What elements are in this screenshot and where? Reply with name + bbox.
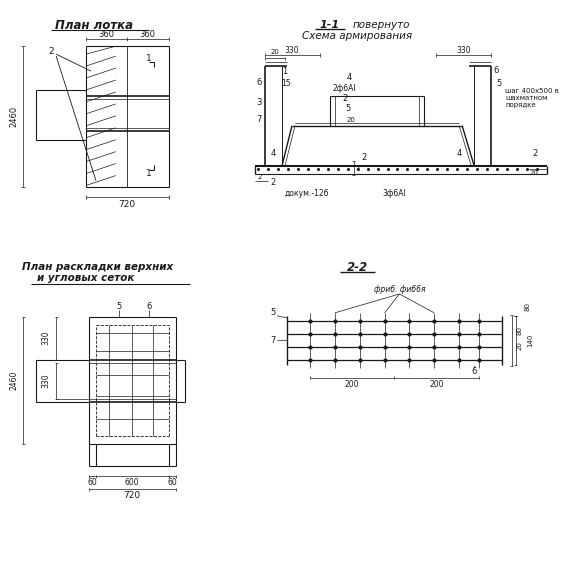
Text: 60: 60 (167, 478, 177, 486)
Text: 2: 2 (355, 164, 360, 171)
Text: План лотка: План лотка (55, 19, 133, 32)
Text: 80: 80 (517, 326, 523, 335)
Text: 4: 4 (347, 72, 352, 82)
Text: 80: 80 (525, 302, 531, 312)
Text: План раскладки верхних: План раскладки верхних (22, 262, 174, 272)
Text: 360: 360 (140, 30, 156, 39)
Text: 200: 200 (430, 380, 444, 389)
Text: 60: 60 (87, 478, 97, 486)
Text: 4: 4 (457, 149, 462, 158)
Text: 1-1: 1-1 (320, 20, 340, 30)
Text: 5: 5 (345, 105, 350, 113)
Text: 6: 6 (472, 367, 477, 376)
Text: 2: 2 (342, 94, 347, 103)
Text: фриб. фиб6я: фриб. фиб6я (374, 286, 426, 294)
Text: 15: 15 (281, 79, 291, 89)
Text: 5: 5 (116, 302, 121, 312)
Text: 600: 600 (125, 478, 140, 486)
Text: 5: 5 (270, 308, 275, 317)
Text: 4: 4 (270, 149, 275, 158)
Text: 330: 330 (457, 45, 471, 55)
Text: 2: 2 (532, 149, 538, 158)
Text: 2: 2 (48, 47, 54, 56)
Text: 2: 2 (258, 174, 262, 179)
Text: 360: 360 (98, 30, 114, 39)
Text: 5: 5 (496, 79, 501, 89)
Text: 2-2: 2-2 (347, 260, 368, 274)
Text: 330: 330 (41, 373, 51, 388)
Text: 6: 6 (256, 79, 262, 87)
Text: 140: 140 (527, 334, 533, 347)
Text: 20: 20 (271, 49, 279, 55)
Text: 1: 1 (282, 67, 288, 75)
Text: 20: 20 (517, 341, 523, 350)
Text: 2: 2 (361, 153, 366, 162)
Text: 720: 720 (118, 200, 136, 209)
Text: 3: 3 (256, 98, 262, 108)
Text: и угловых сеток: и угловых сеток (37, 273, 135, 283)
Text: 330: 330 (41, 331, 51, 345)
Text: 720: 720 (124, 492, 141, 500)
Text: 2460: 2460 (10, 106, 19, 128)
Text: 2ф6АI: 2ф6АI (333, 85, 356, 94)
Text: Схема армирования: Схема армирования (302, 31, 412, 41)
Text: 1: 1 (146, 53, 152, 63)
Text: докум.-12б: докум.-12б (285, 189, 329, 198)
Text: 1: 1 (146, 169, 152, 178)
Text: шаг 400х500 в
шахматном
порядке: шаг 400х500 в шахматном порядке (505, 88, 559, 108)
Text: повернуто: повернуто (353, 20, 411, 30)
Text: 3ф6АI: 3ф6АI (382, 189, 407, 198)
Text: 7: 7 (270, 336, 276, 345)
Text: 20: 20 (346, 117, 355, 123)
Text: 6: 6 (146, 302, 151, 312)
Text: 20: 20 (530, 170, 538, 175)
Text: 2: 2 (270, 178, 275, 187)
Text: 7: 7 (256, 116, 262, 124)
Text: 200: 200 (345, 380, 359, 389)
Text: 330: 330 (285, 45, 300, 55)
Text: 2460: 2460 (10, 371, 19, 390)
Text: 6: 6 (493, 66, 499, 75)
